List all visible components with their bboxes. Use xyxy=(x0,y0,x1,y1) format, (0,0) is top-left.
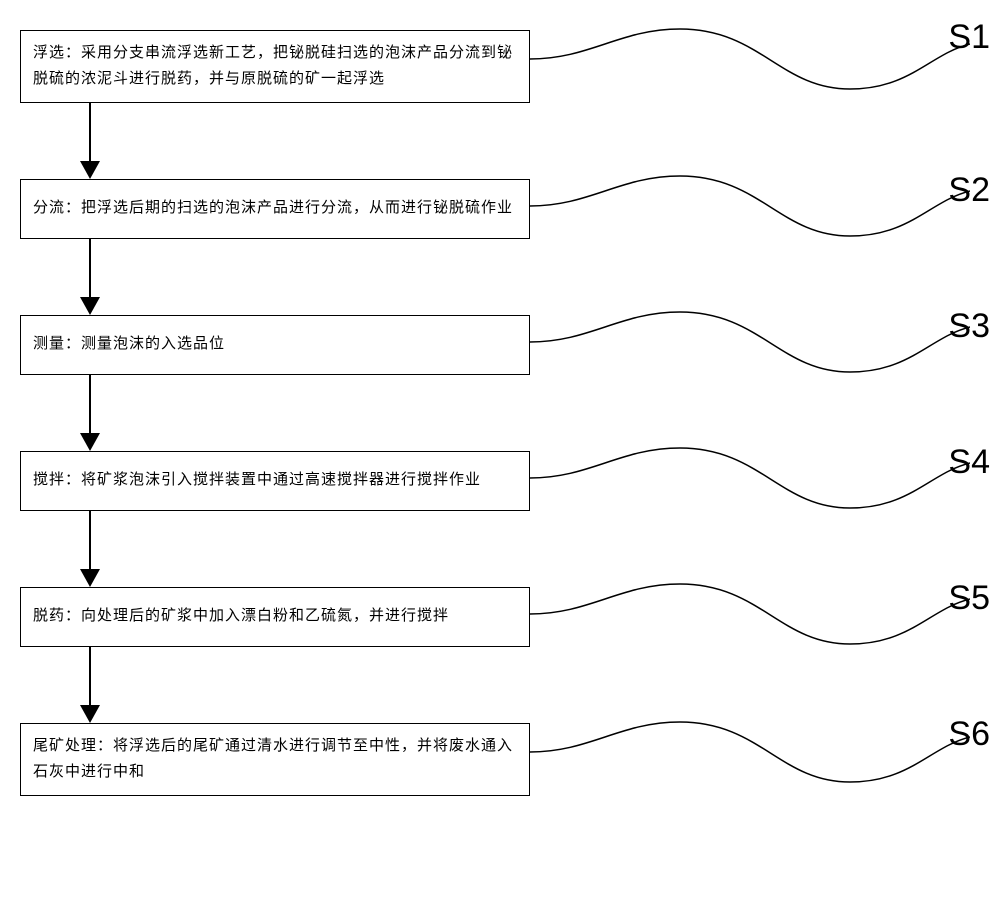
step-box: 搅拌：将矿浆泡沫引入搅拌装置中通过高速搅拌器进行搅拌作业 xyxy=(20,451,530,511)
wave-connector xyxy=(530,171,970,241)
wave-connector xyxy=(530,717,970,787)
arrow-down xyxy=(80,103,100,179)
step-text: 脱药：向处理后的矿浆中加入漂白粉和乙硫氮，并进行搅拌 xyxy=(33,604,449,630)
wave-connector xyxy=(530,579,970,649)
step-label: S1 xyxy=(948,18,990,57)
flow-step-s2: 分流：把浮选后期的扫选的泡沫产品进行分流，从而进行铋脱硫作业S2 xyxy=(20,179,980,239)
flow-step-s6: 尾矿处理：将浮选后的尾矿通过清水进行调节至中性，并将废水通入石灰中进行中和S6 xyxy=(20,723,980,796)
step-box: 分流：把浮选后期的扫选的泡沫产品进行分流，从而进行铋脱硫作业 xyxy=(20,179,530,239)
wave-connector xyxy=(530,24,970,94)
arrow-down xyxy=(80,239,100,315)
step-box: 浮选：采用分支串流浮选新工艺，把铋脱硅扫选的泡沫产品分流到铋脱硫的浓泥斗进行脱药… xyxy=(20,30,530,103)
step-text: 浮选：采用分支串流浮选新工艺，把铋脱硅扫选的泡沫产品分流到铋脱硫的浓泥斗进行脱药… xyxy=(33,41,517,92)
arrow-down xyxy=(80,647,100,723)
flowchart-container: 浮选：采用分支串流浮选新工艺，把铋脱硅扫选的泡沫产品分流到铋脱硫的浓泥斗进行脱药… xyxy=(20,30,980,796)
wave-connector xyxy=(530,307,970,377)
step-text: 分流：把浮选后期的扫选的泡沫产品进行分流，从而进行铋脱硫作业 xyxy=(33,196,513,222)
step-box: 测量：测量泡沫的入选品位 xyxy=(20,315,530,375)
wave-connector xyxy=(530,443,970,513)
arrow-down xyxy=(80,375,100,451)
step-box: 脱药：向处理后的矿浆中加入漂白粉和乙硫氮，并进行搅拌 xyxy=(20,587,530,647)
step-text: 搅拌：将矿浆泡沫引入搅拌装置中通过高速搅拌器进行搅拌作业 xyxy=(33,468,481,494)
flow-step-s5: 脱药：向处理后的矿浆中加入漂白粉和乙硫氮，并进行搅拌S5 xyxy=(20,587,980,647)
step-label: S4 xyxy=(948,443,990,482)
flow-step-s4: 搅拌：将矿浆泡沫引入搅拌装置中通过高速搅拌器进行搅拌作业S4 xyxy=(20,451,980,511)
flow-step-s1: 浮选：采用分支串流浮选新工艺，把铋脱硅扫选的泡沫产品分流到铋脱硫的浓泥斗进行脱药… xyxy=(20,30,980,103)
step-box: 尾矿处理：将浮选后的尾矿通过清水进行调节至中性，并将废水通入石灰中进行中和 xyxy=(20,723,530,796)
step-text: 尾矿处理：将浮选后的尾矿通过清水进行调节至中性，并将废水通入石灰中进行中和 xyxy=(33,734,517,785)
arrow-down xyxy=(80,511,100,587)
step-label: S2 xyxy=(948,171,990,210)
step-label: S3 xyxy=(948,307,990,346)
step-text: 测量：测量泡沫的入选品位 xyxy=(33,332,225,358)
step-label: S5 xyxy=(948,579,990,618)
flow-step-s3: 测量：测量泡沫的入选品位S3 xyxy=(20,315,980,375)
step-label: S6 xyxy=(948,715,990,754)
